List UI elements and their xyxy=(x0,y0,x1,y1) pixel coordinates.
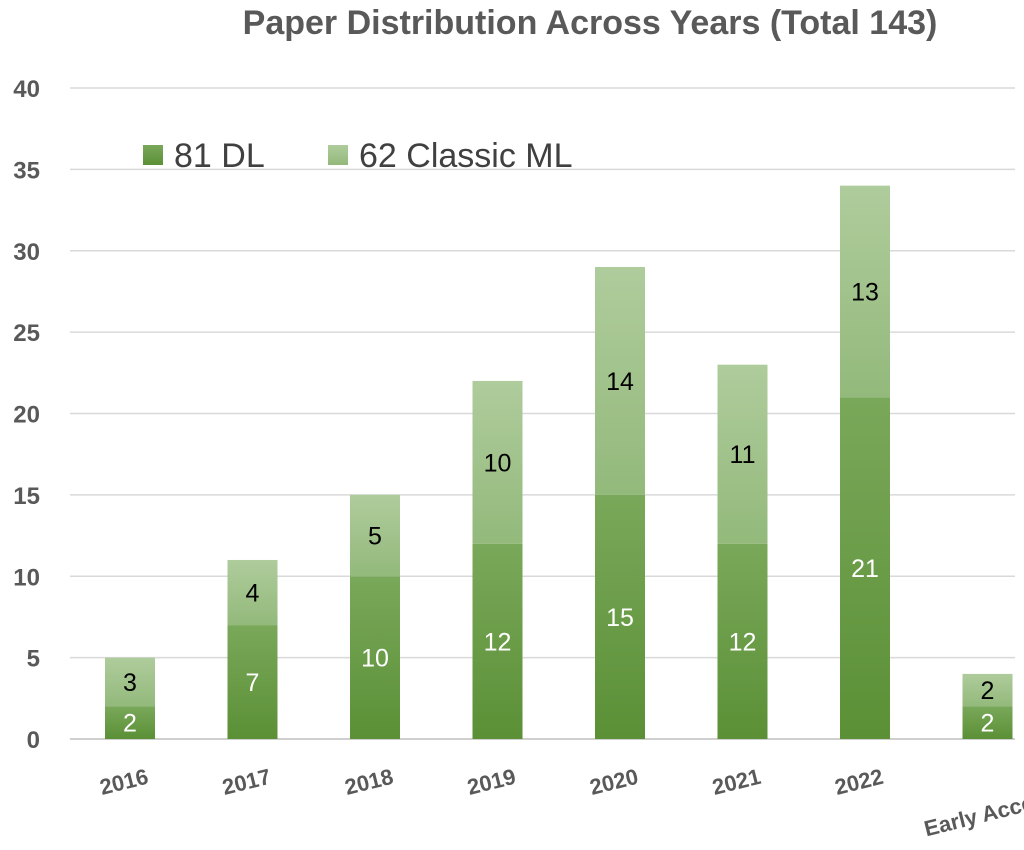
bar-dl xyxy=(105,706,155,739)
bar-classic-ml xyxy=(105,657,155,707)
bar-dl xyxy=(962,706,1013,739)
data-label: 13 xyxy=(851,278,879,306)
y-tick-label: 5 xyxy=(27,646,40,673)
bar-dl xyxy=(595,494,645,739)
legend: 81 DL 62 Classic ML xyxy=(143,137,573,175)
y-tick-label: 0 xyxy=(27,727,40,754)
x-tick-label: 2019 xyxy=(465,764,519,800)
x-tick-label: 2018 xyxy=(342,764,396,800)
data-label: 2 xyxy=(123,710,137,738)
bar-classic-ml xyxy=(595,267,645,495)
data-label: 2 xyxy=(981,677,995,705)
x-axis-ticks: 2016 2017 2018 2019 2020 2021 2022 Early Access xyxy=(97,764,1024,842)
data-label: 5 xyxy=(368,523,382,551)
data-label: 4 xyxy=(246,580,260,608)
bar-dl xyxy=(472,543,523,739)
x-tick-label: 2017 xyxy=(220,764,274,800)
data-label: 10 xyxy=(361,645,389,673)
data-label: 21 xyxy=(851,555,879,583)
data-label: 11 xyxy=(730,441,756,469)
x-tick-label: 2016 xyxy=(97,764,151,800)
y-tick-label: 10 xyxy=(13,564,40,591)
bar-classic-ml xyxy=(472,380,523,544)
bar-classic-ml xyxy=(962,673,1013,707)
y-tick-label: 35 xyxy=(13,157,40,184)
bar-dl xyxy=(840,397,890,739)
x-tick-label: Early Access xyxy=(922,784,1024,841)
x-tick-label: 2020 xyxy=(587,764,641,800)
y-tick-label: 15 xyxy=(13,483,40,510)
y-tick-label: 40 xyxy=(13,76,40,103)
legend-swatch-classic-ml xyxy=(328,145,348,165)
y-tick-label: 25 xyxy=(13,320,40,347)
data-label: 14 xyxy=(606,368,634,396)
data-labels: 2 3 7 4 10 5 12 10 15 14 12 11 21 13 2 2 xyxy=(123,278,994,737)
legend-label-dl: 81 DL xyxy=(174,137,265,175)
data-label: 7 xyxy=(246,669,260,697)
legend-label-classic-ml: 62 Classic ML xyxy=(359,137,573,175)
bar-classic-ml xyxy=(840,185,890,398)
legend-swatch-dl xyxy=(143,145,163,165)
data-label: 12 xyxy=(729,628,757,656)
bar-dl xyxy=(717,543,768,739)
bar-dl xyxy=(227,625,278,739)
bars xyxy=(105,185,1013,739)
data-label: 2 xyxy=(981,710,995,738)
bar-dl xyxy=(350,576,400,739)
y-tick-label: 30 xyxy=(13,239,40,266)
y-tick-label: 20 xyxy=(13,402,40,429)
bar-classic-ml xyxy=(350,494,400,577)
bar-classic-ml xyxy=(717,364,768,544)
chart-title: Paper Distribution Across Years (Total 1… xyxy=(243,4,938,42)
bar-classic-ml xyxy=(227,559,278,626)
x-tick-label: 2022 xyxy=(832,764,886,800)
data-label: 10 xyxy=(484,449,512,477)
data-label: 15 xyxy=(606,604,634,632)
data-label: 12 xyxy=(484,628,512,656)
x-tick-label: 2021 xyxy=(710,764,764,800)
y-axis-ticks: 0 5 10 15 20 25 30 35 40 xyxy=(13,76,40,754)
data-label: 3 xyxy=(123,669,137,697)
